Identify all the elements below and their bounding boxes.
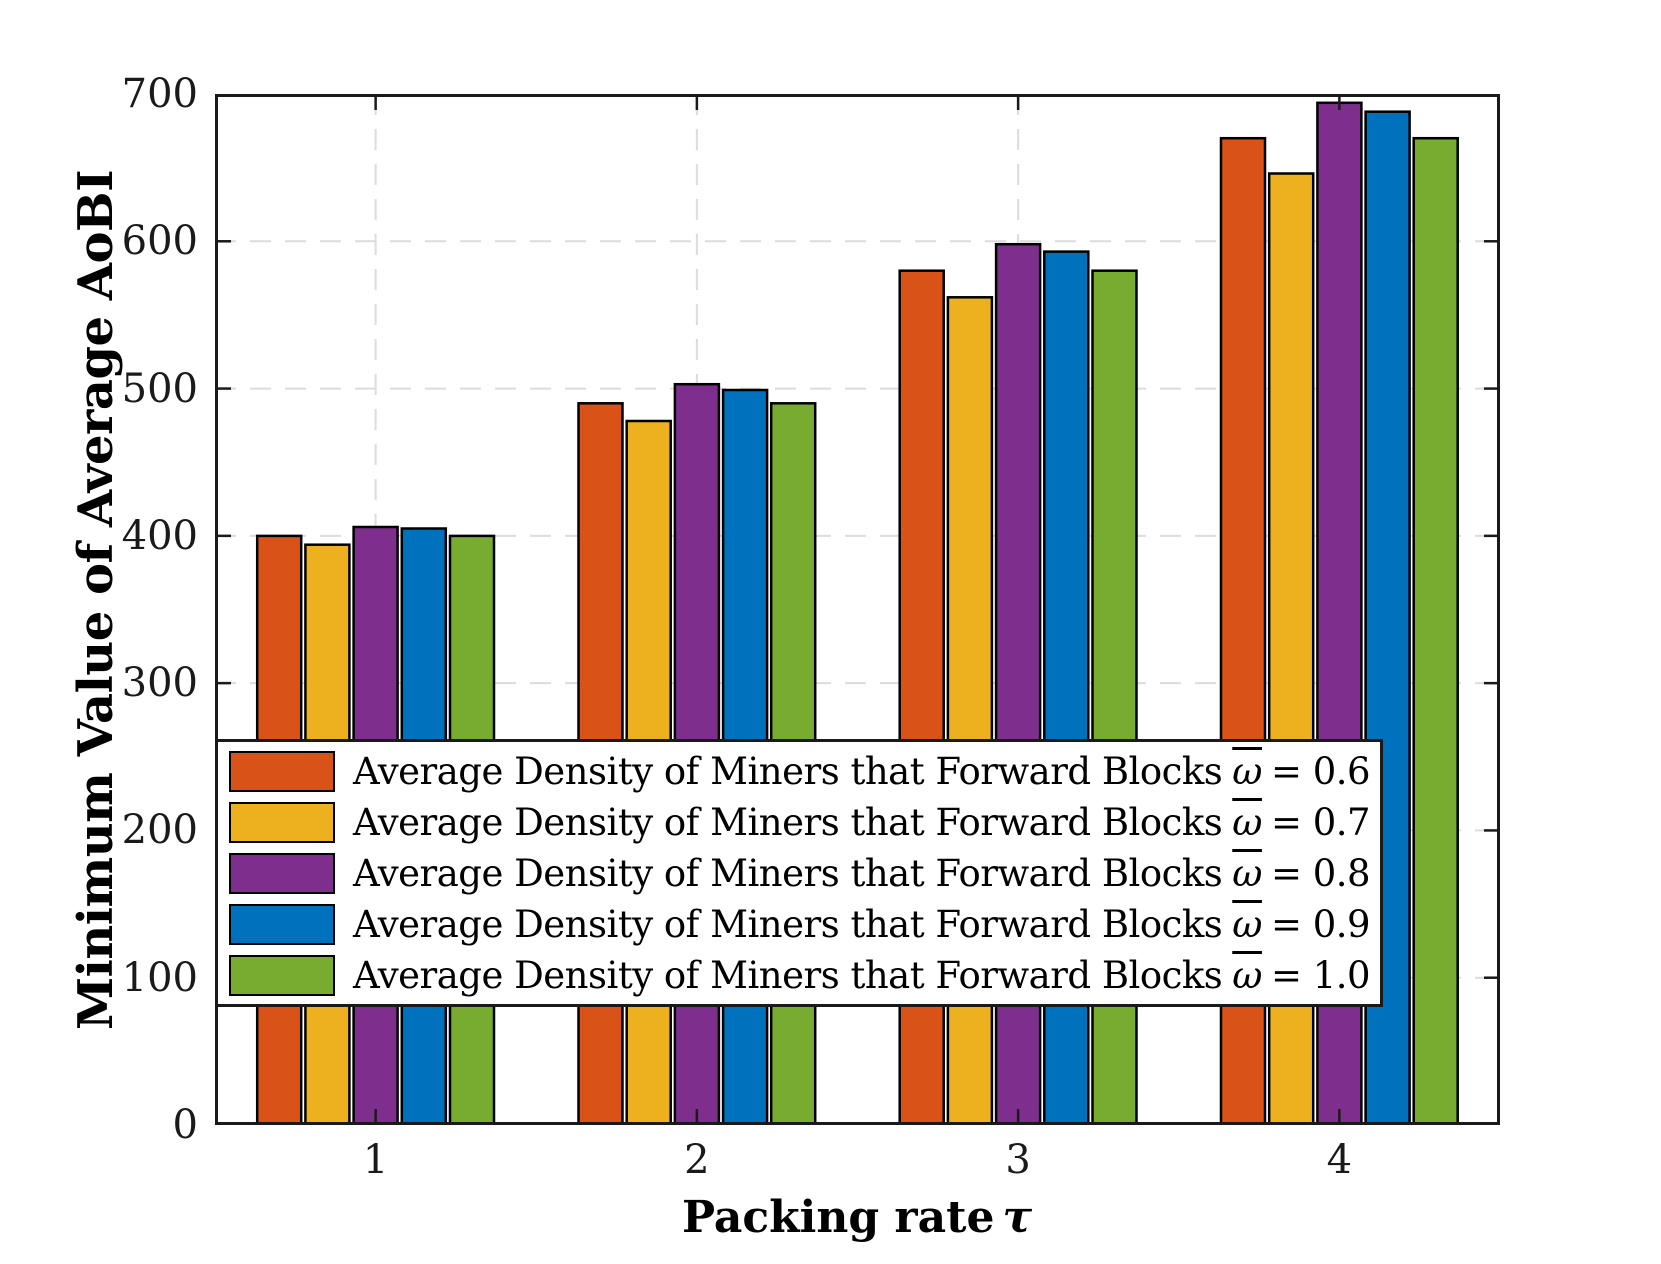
bar-series4-group4 (1412, 136, 1459, 1125)
y-tick-label: 600 (121, 218, 198, 265)
legend: Average Density of Miners that Forward B… (215, 739, 1383, 1007)
legend-item: Average Density of Miners that Forward B… (218, 746, 1380, 796)
x-axis-label: Packing rate τ (681, 1192, 1033, 1243)
legend-label: Average Density of Miners that Forward B… (353, 902, 1371, 946)
x-tick-labels: 1 2 3 4 (215, 1140, 1500, 1190)
legend-item: Average Density of Miners that Forward B… (218, 899, 1380, 949)
axes-frame (215, 94, 1500, 1125)
legend-label: Average Density of Miners that Forward B… (353, 800, 1371, 844)
legend-item: Average Density of Miners that Forward B… (218, 848, 1380, 898)
y-tick-label: 300 (121, 660, 198, 707)
omega-bar-symbol: ω (1232, 800, 1262, 844)
legend-item: Average Density of Miners that Forward B… (218, 950, 1380, 1000)
y-tick-label: 100 (121, 954, 198, 1001)
omega-bar-symbol: ω (1232, 902, 1262, 946)
legend-label: Average Density of Miners that Forward B… (353, 953, 1371, 997)
y-tick-label: 400 (121, 512, 198, 559)
legend-swatch-green (229, 954, 335, 996)
omega-bar-symbol: ω (1232, 749, 1262, 793)
y-tick-label: 700 (121, 71, 198, 117)
y-tick-label: 0 (172, 1102, 198, 1148)
legend-swatch-gold (229, 801, 335, 843)
tau-symbol: τ (1002, 1192, 1033, 1243)
x-tick-label: 4 (1326, 1137, 1353, 1183)
legend-swatch-blue (229, 903, 335, 945)
x-tick-label: 2 (684, 1137, 710, 1183)
omega-bar-symbol: ω (1232, 953, 1262, 997)
x-tick-label: 3 (1005, 1137, 1031, 1183)
plot-area: Average Density of Miners that Forward B… (215, 94, 1500, 1125)
y-tick-label: 200 (121, 807, 198, 854)
y-tick-labels: 0 100 200 300 400 500 600 700 (0, 0, 200, 1264)
omega-bar-symbol: ω (1232, 851, 1262, 895)
y-tick-label: 500 (121, 365, 198, 412)
legend-item: Average Density of Miners that Forward B… (218, 797, 1380, 847)
x-tick-label: 1 (362, 1137, 389, 1183)
legend-label: Average Density of Miners that Forward B… (353, 749, 1371, 793)
legend-swatch-orange (229, 750, 335, 792)
legend-label: Average Density of Miners that Forward B… (353, 851, 1371, 895)
legend-swatch-purple (229, 852, 335, 894)
